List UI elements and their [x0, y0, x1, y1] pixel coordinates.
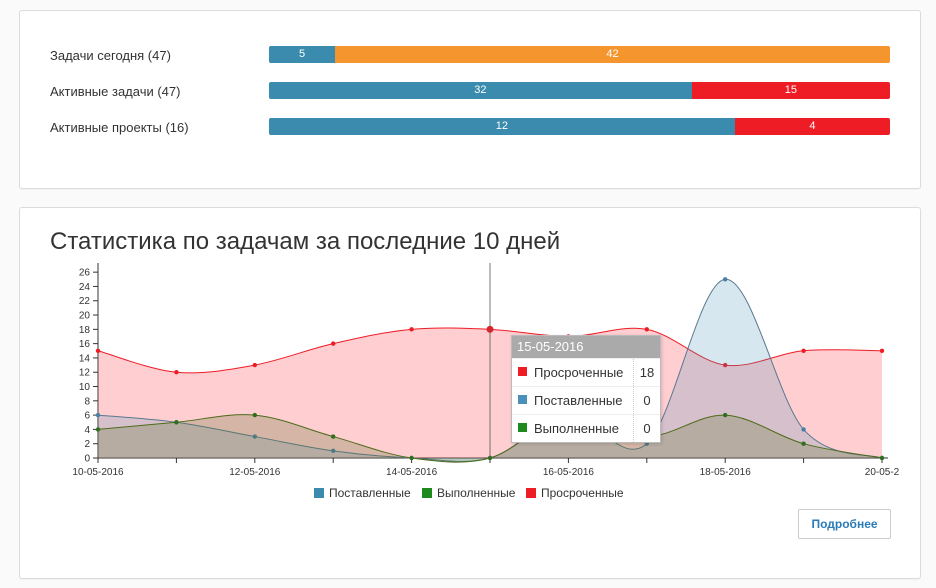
bar-segment: 15 [691, 82, 890, 99]
data-point [95, 348, 101, 353]
chart-tooltip: 15-05-2016 Просроченные 18 Поставленные … [511, 335, 661, 443]
data-point [331, 341, 336, 346]
y-tick-label: 0 [84, 454, 90, 465]
summary-panel: Задачи сегодня (47) 5 42 Активные задачи… [19, 10, 921, 189]
data-point [723, 362, 728, 368]
data-point [723, 412, 728, 418]
tooltip-swatch [518, 423, 527, 432]
progress-bar: 5 42 [269, 46, 890, 63]
data-point [252, 412, 257, 418]
tooltip-row: Просроченные 18 [512, 358, 660, 386]
progress-bar: 12 4 [269, 118, 890, 135]
tooltip-swatch [518, 367, 527, 376]
y-tick-label: 16 [79, 339, 91, 350]
data-point [409, 327, 414, 332]
data-point [252, 362, 257, 368]
data-point [801, 441, 806, 446]
legend-swatch [526, 488, 536, 498]
data-point [879, 348, 885, 353]
y-tick-label: 22 [79, 296, 91, 307]
tooltip-series-value: 0 [633, 387, 660, 414]
tooltip-row: Выполненные 0 [512, 414, 660, 442]
legend-label: Просроченные [541, 486, 624, 500]
data-point [95, 427, 101, 432]
summary-row-active-projects: Активные проекты (16) 12 4 [20, 118, 920, 138]
y-tick-label: 4 [84, 425, 90, 436]
tooltip-swatch [518, 395, 527, 404]
series-area [98, 414, 882, 463]
row-label: Задачи сегодня (47) [50, 48, 171, 63]
y-tick-label: 14 [79, 353, 91, 364]
series-area [98, 279, 882, 462]
x-tick-label: 16-05-2016 [543, 467, 595, 478]
tooltip-series-name: Просроченные [534, 365, 624, 380]
y-tick-label: 2 [84, 439, 90, 450]
x-tick-label: 14-05-2016 [386, 467, 438, 478]
tooltip-row: Поставленные 0 [512, 386, 660, 414]
data-point [95, 412, 101, 418]
legend-swatch [422, 488, 432, 498]
tooltip-date: 15-05-2016 [512, 336, 660, 358]
progress-bar: 32 15 [269, 82, 890, 99]
legend-swatch [314, 488, 324, 498]
summary-row-active-tasks: Активные задачи (47) 32 15 [20, 82, 920, 102]
data-point [409, 455, 414, 461]
y-tick-label: 24 [79, 282, 91, 293]
bar-segment: 4 [734, 118, 890, 135]
y-tick-label: 12 [79, 368, 91, 379]
y-tick-label: 6 [84, 411, 90, 422]
tooltip-series-value: 0 [633, 415, 660, 442]
y-tick-label: 8 [84, 396, 90, 407]
bar-segment: 12 [269, 118, 735, 135]
legend-label: Поставленные [329, 486, 411, 500]
x-tick-label: 12-05-2016 [229, 467, 281, 478]
y-tick-label: 20 [79, 311, 91, 322]
bar-segment: 5 [269, 46, 336, 63]
stats-panel: Статистика по задачам за последние 10 дн… [19, 207, 921, 579]
bar-segment: 32 [269, 82, 692, 99]
data-point [723, 277, 728, 282]
data-point [801, 348, 806, 353]
tooltip-series-name: Поставленные [534, 393, 623, 408]
data-point [879, 455, 885, 461]
data-point [174, 420, 179, 425]
y-tick-label: 10 [79, 382, 91, 393]
data-point [644, 327, 649, 332]
x-tick-label: 10-05-2016 [72, 467, 124, 478]
bar-segment: 42 [335, 46, 890, 63]
tooltip-series-name: Выполненные [534, 421, 619, 436]
data-point [801, 427, 806, 432]
data-point [331, 434, 336, 439]
y-tick-label: 18 [79, 325, 91, 336]
y-tick-label: 26 [79, 268, 91, 279]
stats-title: Статистика по задачам за последние 10 дн… [50, 228, 561, 255]
summary-row-today: Задачи сегодня (47) 5 42 [20, 46, 920, 66]
data-point [331, 448, 336, 454]
row-label: Активные задачи (47) [50, 84, 181, 99]
data-point [174, 370, 179, 375]
details-button[interactable]: Подробнее [798, 509, 891, 539]
tooltip-series-value: 18 [633, 359, 660, 386]
legend-label: Выполненные [437, 486, 516, 500]
x-tick-label: 18-05-2016 [700, 467, 752, 478]
row-label: Активные проекты (16) [50, 120, 189, 135]
data-point [252, 434, 257, 439]
x-tick-label: 20-05-2 [865, 467, 900, 478]
